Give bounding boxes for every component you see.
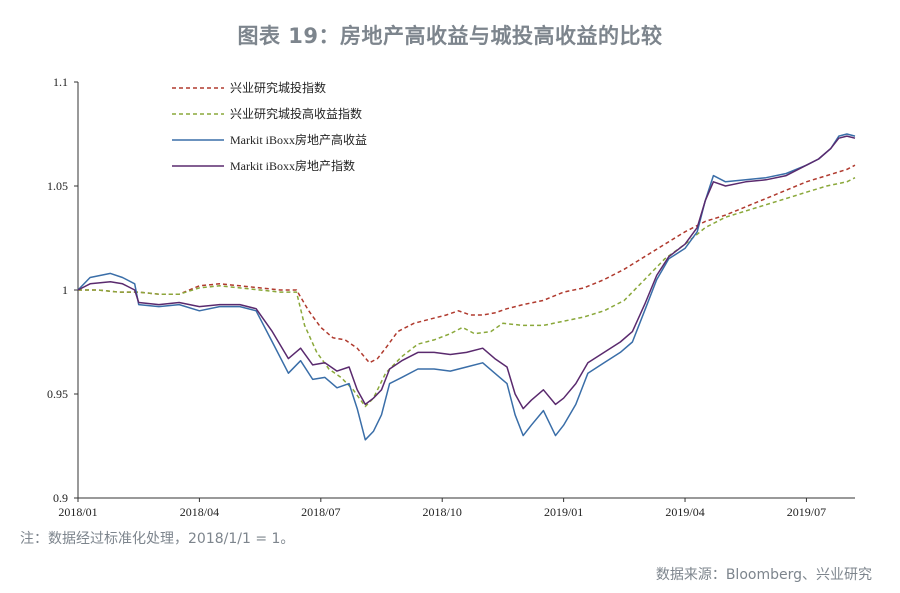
y-tick-label: 1 [62, 283, 68, 297]
footnote: 注：数据经过标准化处理，2018/1/1 = 1。 [20, 531, 295, 547]
y-tick-label: 1.05 [47, 179, 68, 193]
legend-label-2: 兴业研究城投高收益指数 [230, 106, 362, 121]
y-tick-label: 0.9 [53, 491, 68, 505]
series-line-2 [78, 177, 856, 408]
chart-axes: 0.9 0.95 1 1.05 1.1 2018/01 2018/04 2018/07 2018… [47, 75, 855, 519]
legend-label-4: Markit iBoxx房地产指数 [230, 158, 355, 173]
x-tick-label: 2018/04 [180, 505, 219, 519]
x-tick-label: 2019/07 [787, 505, 826, 519]
series-line-4 [77, 135, 856, 410]
y-tick-label: 0.95 [47, 387, 68, 401]
series-line-1 [78, 164, 856, 364]
series-line-3 [77, 133, 856, 441]
legend-label-3: Markit iBoxx房地产高收益 [230, 132, 367, 147]
chart-title: 图表 19：房地产高收益与城投高收益的比较 [237, 24, 663, 48]
x-tick-label: 2018/07 [301, 505, 340, 519]
x-tick-label: 2019/04 [665, 505, 704, 519]
y-tick-label: 1.1 [53, 75, 68, 89]
chart-series [77, 133, 856, 441]
legend-label-1: 兴业研究城投指数 [230, 80, 326, 95]
data-source: 数据来源：Bloomberg、兴业研究 [655, 567, 872, 583]
x-tick-label: 2018/10 [423, 505, 462, 519]
x-tick-label: 2019/01 [544, 505, 583, 519]
x-tick-label: 2018/01 [58, 505, 97, 519]
